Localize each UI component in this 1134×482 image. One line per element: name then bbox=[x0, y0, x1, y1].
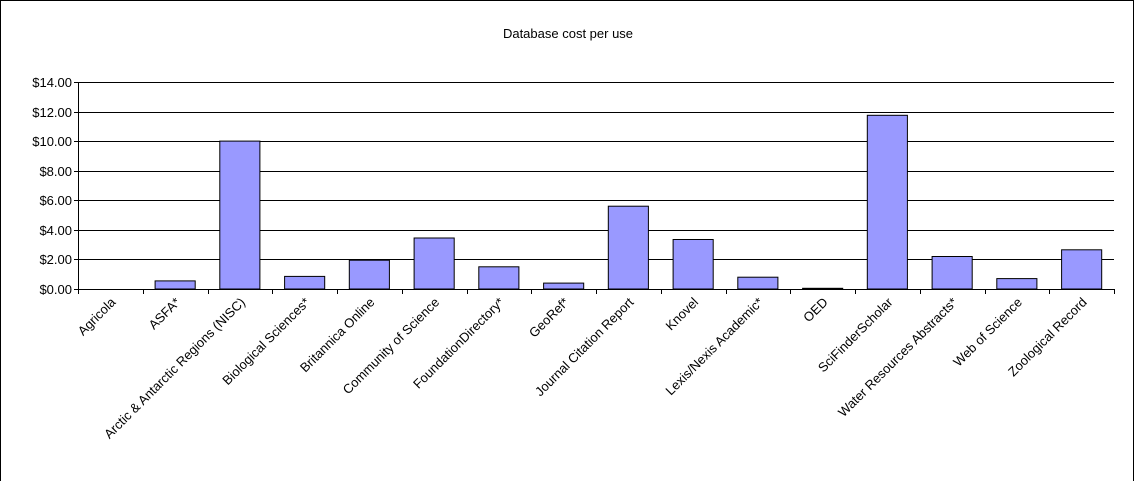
bar bbox=[866, 114, 908, 290]
x-tick-label: Agricola bbox=[75, 294, 119, 338]
y-tick-labels: $0.00 $2.00 $4.00 $6.00 $8.00 $10.00 $12.00 $14… bbox=[32, 75, 72, 297]
x-tick-label: GeoRef* bbox=[526, 295, 572, 341]
x-tick-label: Arctic & Antarctic Regions (NISC) bbox=[101, 295, 248, 442]
y-tick-label: $10.00 bbox=[32, 134, 72, 149]
x-tick-label: OED bbox=[800, 295, 831, 326]
bar bbox=[413, 237, 455, 290]
bar bbox=[607, 205, 649, 290]
x-tick-label: Knovel bbox=[663, 294, 702, 333]
y-tick-label: $2.00 bbox=[39, 252, 72, 267]
bar bbox=[543, 282, 585, 290]
bars bbox=[154, 114, 1103, 290]
bar bbox=[996, 278, 1038, 290]
y-tick-label: $12.00 bbox=[32, 105, 72, 120]
bar bbox=[478, 266, 520, 290]
y-tick-label: $6.00 bbox=[39, 193, 72, 208]
y-tick-label: $14.00 bbox=[32, 75, 72, 90]
bar bbox=[802, 287, 844, 290]
x-tick-label: ASFA* bbox=[146, 295, 184, 333]
bar bbox=[284, 275, 326, 290]
x-tick-label: Web of Science bbox=[950, 295, 1025, 370]
chart-title: Database cost per use bbox=[503, 26, 633, 41]
bar bbox=[672, 239, 714, 290]
bar bbox=[931, 256, 973, 290]
bar bbox=[154, 280, 196, 290]
y-tick-label: $4.00 bbox=[39, 223, 72, 238]
bar bbox=[1061, 249, 1103, 290]
bar bbox=[737, 276, 779, 290]
y-tick-label: $8.00 bbox=[39, 164, 72, 179]
y-tick-label: $0.00 bbox=[39, 282, 72, 297]
bar bbox=[219, 140, 261, 290]
axes bbox=[74, 82, 1115, 294]
x-tick-labels: Agricola ASFA*Arctic & Antarctic Regions … bbox=[75, 294, 1090, 442]
x-tick-label: Water Resources Abstracts* bbox=[835, 295, 960, 420]
bar bbox=[348, 259, 390, 290]
